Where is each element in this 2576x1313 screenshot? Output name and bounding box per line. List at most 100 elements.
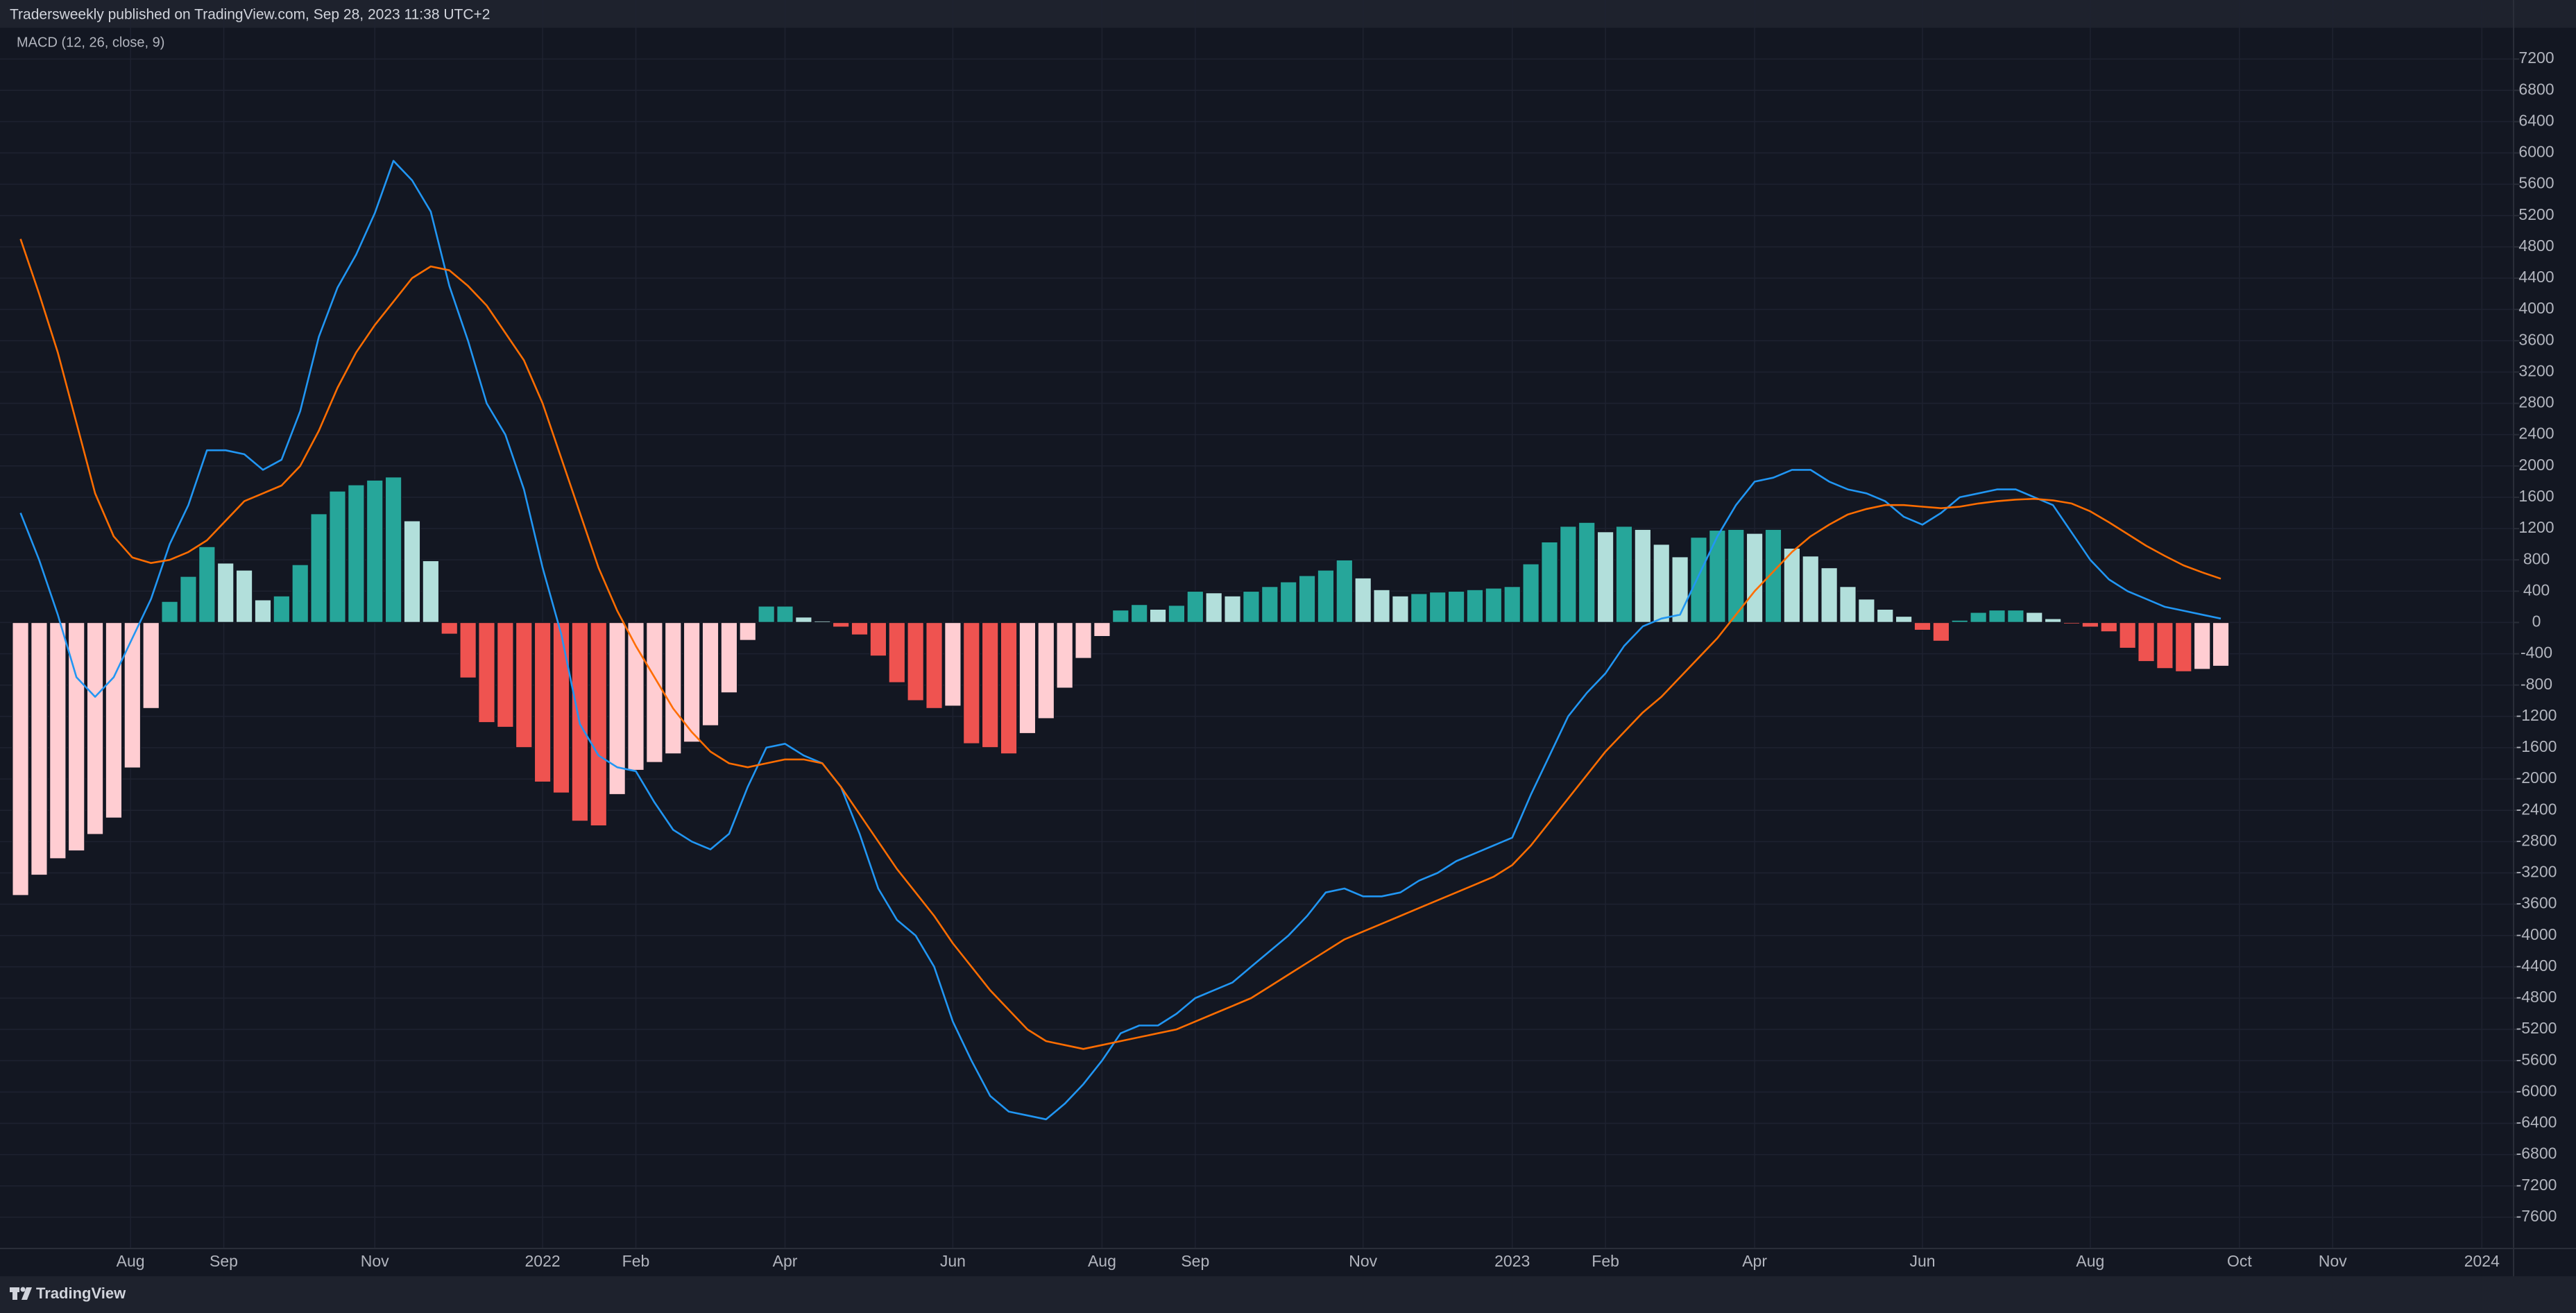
histogram-bar: [49, 621, 67, 859]
y-tick-label: 1600: [2518, 487, 2554, 505]
x-tick-label: Nov: [1349, 1252, 1377, 1270]
histogram-bar: [664, 621, 682, 755]
histogram-bar: [2044, 618, 2062, 624]
x-tick-label: Aug: [2076, 1252, 2104, 1270]
histogram-bar: [1149, 608, 1167, 624]
histogram-bar: [1503, 585, 1521, 624]
histogram-bar: [851, 621, 869, 636]
y-tick-label: -4000: [2516, 925, 2557, 943]
histogram-bar: [291, 564, 309, 624]
histogram-bar: [366, 479, 384, 624]
histogram-bar: [2212, 621, 2230, 667]
histogram-bar: [2156, 621, 2174, 669]
brand: TradingView: [36, 1285, 126, 1302]
histogram-bar: [254, 599, 272, 624]
histogram-bar: [403, 520, 421, 624]
histogram-bar: [384, 476, 402, 624]
histogram-bar: [1540, 541, 1559, 624]
y-tick-label: -7600: [2516, 1207, 2557, 1225]
axis-labels: -7600 -7200 -6800 -6400 -6000 -5600 -5200 -4800…: [117, 49, 2557, 1270]
histogram-bar: [1932, 621, 1950, 642]
histogram-bar: [1951, 619, 1969, 624]
histogram-bar: [496, 621, 514, 728]
histogram-bar: [123, 621, 142, 769]
x-tick-label: Aug: [117, 1252, 145, 1270]
histogram-bar: [477, 621, 496, 723]
y-tick-label: 4000: [2518, 299, 2554, 317]
histogram-bar: [1317, 569, 1335, 624]
logo-part: [20, 1287, 26, 1292]
histogram-bar: [1970, 612, 1988, 624]
x-tick-label: Nov: [361, 1252, 389, 1270]
histogram-bar: [1466, 589, 1484, 624]
y-tick-label: 2400: [2518, 424, 2554, 443]
histogram-bar: [1988, 609, 2006, 624]
y-tick-label: -3600: [2516, 894, 2557, 912]
histogram-bar: [1410, 592, 1428, 624]
histogram-bar: [1093, 621, 1111, 637]
histogram-bar: [1168, 604, 1186, 624]
y-tick-label: 6400: [2518, 111, 2554, 129]
histogram-bar: [907, 621, 925, 702]
x-tick-label: Aug: [1088, 1252, 1116, 1270]
histogram-bar: [701, 621, 719, 727]
histogram-bar: [1746, 533, 1764, 624]
histogram-bar: [1428, 591, 1447, 624]
histogram-bar: [590, 621, 608, 827]
histogram-bar: [1205, 592, 1223, 624]
top-bar: [0, 0, 2576, 28]
histogram-bar: [1708, 529, 1726, 624]
y-tick-label: -1200: [2516, 706, 2557, 724]
histogram-bar: [1522, 563, 1540, 624]
histogram-bar: [235, 569, 253, 624]
lines: [19, 160, 2221, 1121]
y-tick-label: -3200: [2516, 863, 2557, 881]
x-tick-label: Feb: [1592, 1252, 1619, 1270]
logo-part: [12, 1287, 17, 1300]
histogram-bar: [105, 621, 123, 819]
histogram-bar: [739, 621, 757, 642]
histogram-bar: [645, 621, 663, 764]
histogram-bar: [459, 621, 477, 679]
histogram-bar: [347, 484, 365, 624]
y-tick-label: 3600: [2518, 330, 2554, 348]
publisher-line: Tradersweekly published on TradingView.c…: [10, 7, 490, 23]
histogram-bar: [1485, 587, 1503, 624]
histogram-bar: [2193, 621, 2211, 670]
brand-logo: [10, 1287, 32, 1300]
x-tick-label: 2023: [1494, 1252, 1530, 1270]
histogram-bar: [2063, 621, 2081, 625]
x-tick-label: 2022: [525, 1252, 561, 1270]
histogram-bar: [1336, 559, 1354, 624]
histogram-bar: [1242, 590, 1261, 624]
histogram-bar: [1074, 621, 1093, 660]
histogram-bar: [1056, 621, 1074, 689]
histogram-bar: [1130, 603, 1148, 624]
y-tick-label: 4800: [2518, 237, 2554, 255]
x-tick-label: 2024: [2464, 1252, 2500, 1270]
histogram-bar: [869, 621, 887, 657]
histogram-bar: [30, 621, 49, 876]
histogram-bar: [11, 621, 30, 896]
y-tick-label: 7200: [2518, 49, 2554, 67]
histogram-bar: [216, 562, 234, 624]
histogram-bar: [1653, 543, 1671, 624]
histogram-bar: [608, 621, 626, 796]
histogram-bar: [1895, 615, 1913, 624]
histogram-bar: [1223, 595, 1242, 624]
y-tick-label: 6800: [2518, 80, 2554, 98]
x-tick-label: Nov: [2319, 1252, 2347, 1270]
y-tick-label: 5200: [2518, 205, 2554, 223]
histogram-bar: [2119, 621, 2137, 649]
histogram-bar: [1037, 621, 1055, 719]
histogram-bar: [1596, 531, 1614, 624]
histogram-bar: [273, 595, 291, 624]
histogram-bar: [1820, 567, 1839, 624]
histogram-bar: [962, 621, 980, 745]
y-tick-label: -4800: [2516, 988, 2557, 1006]
y-tick-label: -400: [2520, 644, 2552, 662]
y-tick-label: 4400: [2518, 268, 2554, 286]
histogram-bar: [1391, 595, 1410, 624]
y-tick-label: 5600: [2518, 174, 2554, 192]
histogram-bar: [1261, 585, 1279, 624]
